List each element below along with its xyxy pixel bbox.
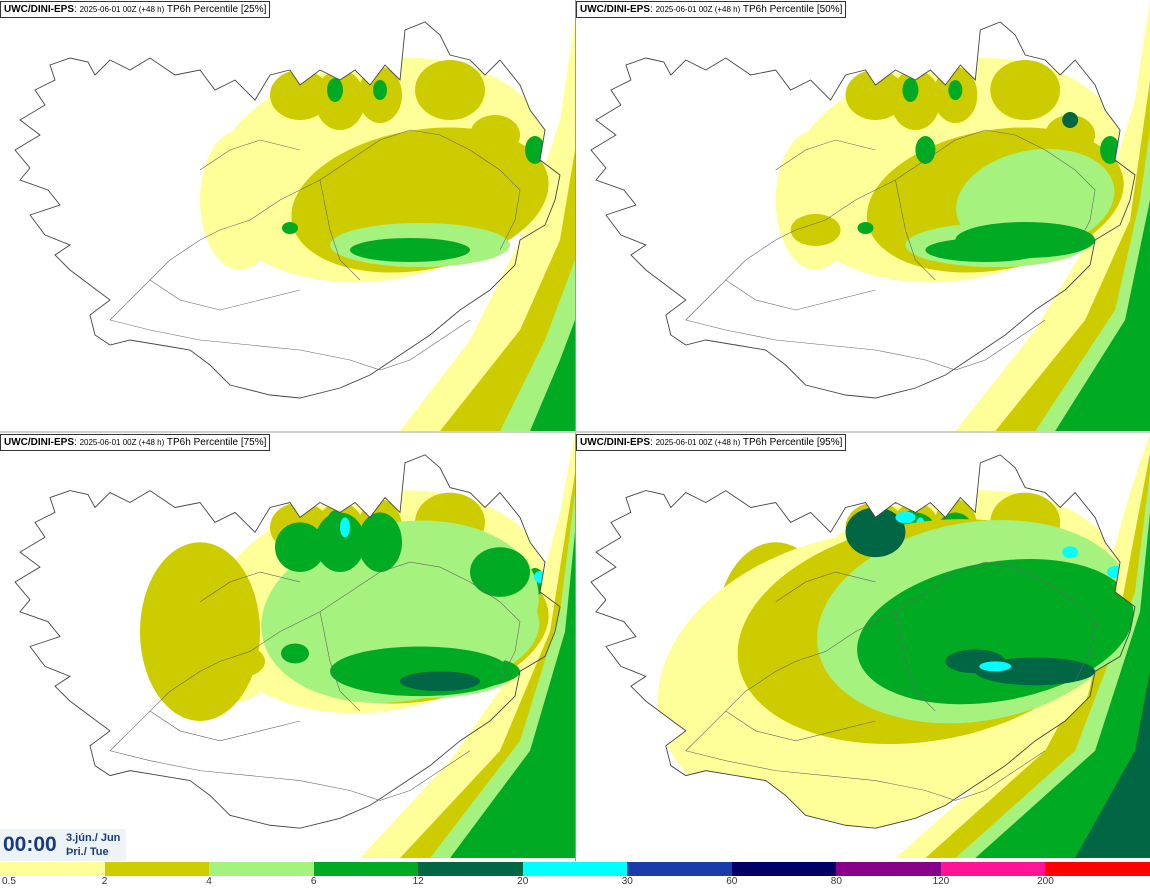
colorbar-segment xyxy=(836,862,942,876)
map-panel-p95: UWC/DINI-EPS: 2025-06-01 00Z (+48 h) TP6… xyxy=(576,433,1150,861)
colorbar-segment xyxy=(522,862,629,876)
road-line xyxy=(149,710,301,742)
road-line xyxy=(109,750,471,801)
panel-title: UWC/DINI-EPS: 2025-06-01 00Z (+48 h) TP6… xyxy=(0,1,271,18)
colorbar-tick: 60 xyxy=(726,876,738,887)
colorbar-segment xyxy=(418,862,524,876)
precip-field-sea xyxy=(1055,200,1150,431)
precip-colorbar xyxy=(0,862,1150,876)
road-line xyxy=(199,571,301,603)
precip-field-sea xyxy=(975,512,1150,859)
colorbar-tick: 0.5 xyxy=(2,876,16,887)
colorbar-tick: 12 xyxy=(412,876,424,887)
panel-title: UWC/DINI-EPS: 2025-06-01 00Z (+48 h) TP6… xyxy=(576,1,847,18)
road-line xyxy=(775,571,876,603)
road-line xyxy=(685,129,1096,321)
valid-time-clock: 00:00 xyxy=(3,833,57,856)
road-line xyxy=(319,179,361,281)
road-line xyxy=(775,139,876,171)
road-line xyxy=(199,139,301,171)
panel-divider-horizontal xyxy=(0,431,1150,433)
road-line xyxy=(685,561,1096,751)
panel-title: UWC/DINI-EPS: 2025-06-01 00Z (+48 h) TP6… xyxy=(0,434,271,451)
map-canvas xyxy=(14,433,575,859)
road-line xyxy=(685,750,1046,801)
colorbar-segment xyxy=(313,862,420,876)
precip-field-sea xyxy=(1075,671,1150,859)
coastline xyxy=(14,21,561,399)
colorbar-tick: 6 xyxy=(310,876,317,887)
road-line xyxy=(895,611,936,712)
colorbar-tick: 20 xyxy=(517,876,529,887)
colorbar-segment xyxy=(0,862,106,876)
map-panel-p75: UWC/DINI-EPS: 2025-06-01 00Z (+48 h) TP6… xyxy=(0,433,575,861)
map-panel-p25: UWC/DINI-EPS: 2025-06-01 00Z (+48 h) TP6… xyxy=(0,0,575,431)
precip-field-land xyxy=(140,490,549,721)
panel-divider-vertical xyxy=(575,0,576,861)
colorbar-segment xyxy=(209,862,315,876)
valid-time-box: 00:00 3.jún./ Jun Þri./ Tue xyxy=(0,829,126,861)
road-line xyxy=(319,611,361,712)
coastline xyxy=(14,454,561,829)
colorbar-tick: 4 xyxy=(206,876,212,887)
valid-time-date: 3.jún./ Jun Þri./ Tue xyxy=(66,831,120,859)
colorbar-segment xyxy=(731,862,838,876)
colorbar-segment xyxy=(627,862,733,876)
colorbar-tick: 2 xyxy=(101,876,108,887)
precip-field-land xyxy=(200,57,549,283)
road-line xyxy=(109,319,471,371)
map-canvas xyxy=(590,433,1150,859)
road-line xyxy=(725,279,876,311)
valid-day-line: Þri./ Tue xyxy=(66,846,109,858)
valid-date-line: 3.jún./ Jun xyxy=(66,832,121,844)
map-panel-p50: UWC/DINI-EPS: 2025-06-01 00Z (+48 h) TP6… xyxy=(576,0,1150,431)
panel-title: UWC/DINI-EPS: 2025-06-01 00Z (+48 h) TP6… xyxy=(576,434,847,451)
road-line xyxy=(109,561,521,751)
road-line xyxy=(109,129,521,321)
colorbar-segment xyxy=(1045,862,1150,876)
colorbar-segment xyxy=(940,862,1047,876)
road-line xyxy=(149,279,301,311)
coastline xyxy=(590,21,1136,399)
colorbar-segment xyxy=(104,862,211,876)
precip-field-sea xyxy=(530,320,575,431)
precip-field-land xyxy=(657,490,1134,829)
map-canvas xyxy=(14,20,575,431)
colorbar-tick: 200 xyxy=(1037,876,1054,887)
coastline xyxy=(590,454,1136,829)
colorbar-tick: 120 xyxy=(932,876,950,887)
road-line xyxy=(685,319,1046,371)
colorbar-tick: 30 xyxy=(621,876,633,887)
colorbar-tick: 80 xyxy=(830,876,842,887)
map-canvas xyxy=(590,0,1150,431)
precip-field-sea xyxy=(450,532,575,859)
road-line xyxy=(725,710,876,742)
road-line xyxy=(895,179,936,281)
colorbar-tick-labels: 0.5 2 4 6 12 20 30 60 80 120 200 xyxy=(0,876,1150,891)
